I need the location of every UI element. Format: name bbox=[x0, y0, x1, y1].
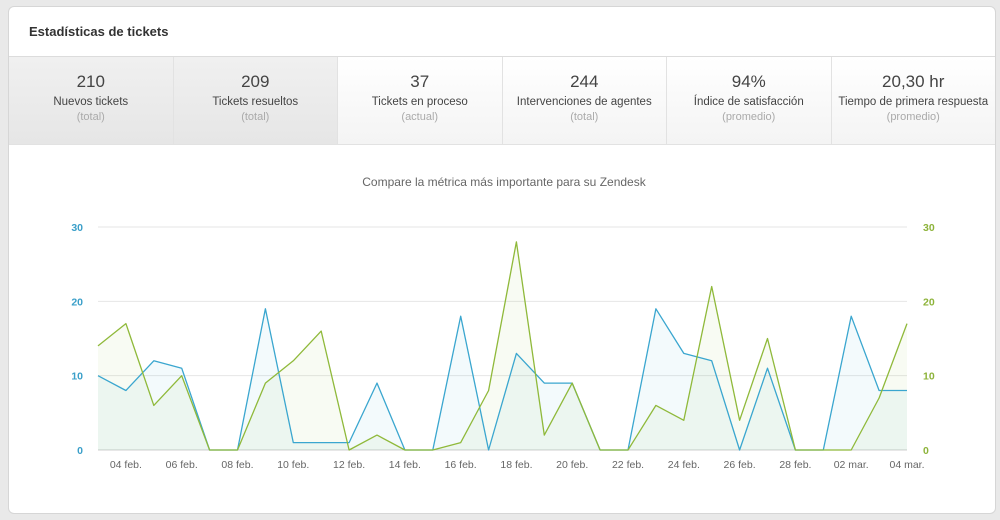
x-tick-label: 06 feb. bbox=[166, 459, 198, 471]
stat-value: 209 bbox=[241, 72, 270, 91]
left-series-area bbox=[98, 308, 907, 450]
x-tick-label: 16 feb. bbox=[445, 459, 477, 471]
stat-label: Nuevos tickets bbox=[53, 96, 129, 108]
stat-value: 37 bbox=[410, 72, 430, 91]
x-tick-label: 04 mar. bbox=[889, 459, 924, 471]
y-tick-right: 0 bbox=[923, 445, 929, 457]
y-tick-left: 0 bbox=[77, 445, 83, 457]
stat-new-tickets[interactable]: 210 Nuevos tickets (total) bbox=[9, 57, 174, 144]
x-tick-label: 12 feb. bbox=[333, 459, 365, 471]
x-axis-ticks: 04 feb. 06 feb. 08 feb. 10 feb. 12 feb. 14 fe… bbox=[110, 459, 925, 471]
y-tick-right: 30 bbox=[923, 222, 935, 234]
right-series-line bbox=[97, 241, 908, 451]
y-tick-left: 10 bbox=[71, 371, 83, 383]
stats-bar: 210 Nuevos tickets (total) 209 Tickets r… bbox=[9, 57, 995, 145]
right-series-area bbox=[98, 241, 907, 450]
y-tick-left: 20 bbox=[71, 296, 83, 308]
stat-label: Intervenciones de agentes bbox=[516, 96, 652, 108]
x-tick-label: 24 feb. bbox=[668, 459, 700, 471]
x-tick-label: 20 feb. bbox=[556, 459, 588, 471]
x-tick-label: 28 feb. bbox=[779, 459, 811, 471]
panel-header: Estadísticas de tickets bbox=[9, 7, 995, 57]
stat-value: 244 bbox=[570, 72, 599, 91]
chart-title: Compare la métrica más importante para s… bbox=[362, 175, 646, 189]
stat-solved-tickets[interactable]: 209 Tickets resueltos (total) bbox=[173, 57, 338, 144]
stat-label: Tiempo de primera respuesta bbox=[838, 96, 989, 108]
stat-first-reply-time[interactable]: 20,30 hr Tiempo de primera respuesta (pr… bbox=[831, 57, 995, 144]
y-tick-left: 30 bbox=[71, 222, 83, 234]
x-tick-label: 08 feb. bbox=[221, 459, 253, 471]
stat-agent-touches[interactable]: 244 Intervenciones de agentes (total) bbox=[502, 57, 667, 144]
stat-sub: (actual) bbox=[401, 111, 439, 123]
stat-sub: (total) bbox=[241, 111, 270, 123]
x-tick-label: 26 feb. bbox=[724, 459, 756, 471]
y-tick-right: 10 bbox=[923, 371, 935, 383]
chart-areas bbox=[98, 241, 907, 450]
stat-value: 210 bbox=[76, 72, 105, 91]
stat-label: Índice de satisfacción bbox=[693, 96, 804, 108]
stat-sub: (total) bbox=[76, 111, 105, 123]
x-tick-label: 22 feb. bbox=[612, 459, 644, 471]
stat-sub: (promedio) bbox=[722, 111, 776, 123]
chart-grid bbox=[98, 226, 907, 451]
stat-value: 20,30 hr bbox=[882, 72, 945, 91]
stat-sub: (total) bbox=[570, 111, 599, 123]
x-tick-label: 04 feb. bbox=[110, 459, 142, 471]
stat-open-tickets[interactable]: 37 Tickets en proceso (actual) bbox=[338, 57, 503, 144]
stat-label: Tickets resueltos bbox=[212, 96, 299, 108]
stat-satisfaction[interactable]: 94% Índice de satisfacción (promedio) bbox=[667, 57, 832, 144]
y-axis-ticks: 0 0 10 10 20 20 30 30 bbox=[71, 222, 935, 457]
stat-label: Tickets en proceso bbox=[371, 96, 468, 108]
ticket-stats-panel: Estadísticas de tickets 210 Nuevos ticke… bbox=[8, 6, 996, 514]
x-tick-label: 02 mar. bbox=[834, 459, 869, 471]
x-tick-label: 10 feb. bbox=[277, 459, 309, 471]
panel-title: Estadísticas de tickets bbox=[29, 24, 169, 39]
stat-sub: (promedio) bbox=[886, 111, 940, 123]
x-tick-label: 18 feb. bbox=[500, 459, 532, 471]
x-tick-label: 14 feb. bbox=[389, 459, 421, 471]
stat-value: 94% bbox=[731, 72, 766, 91]
chart-area: Compare la métrica más importante para s… bbox=[9, 145, 995, 513]
y-tick-right: 20 bbox=[923, 296, 935, 308]
chart-lines bbox=[97, 241, 908, 451]
metrics-chart: Compare la métrica más importante para s… bbox=[71, 175, 935, 471]
